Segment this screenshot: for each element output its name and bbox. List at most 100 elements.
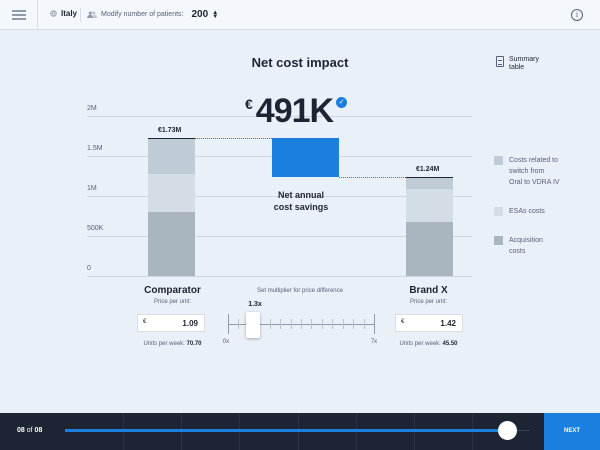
net-savings-value: € 491K ✓ xyxy=(245,92,348,131)
bottom-navigation-bar: 08 of 08 xyxy=(0,413,600,450)
legend-text: ESAs costs xyxy=(509,206,545,217)
legend-line: Costs related to xyxy=(509,157,559,164)
units-value: 45.50 xyxy=(442,341,458,347)
multiplier-label: Set multiplier for price difference xyxy=(257,288,343,294)
legend-item-acquisition-costs: Acquisition costs xyxy=(494,235,543,257)
top-bar: Italy Modify number of patients: 200 ▲ ▼ … xyxy=(0,0,600,30)
bar-top-line xyxy=(148,137,195,140)
info-icon[interactable]: i xyxy=(571,9,583,21)
menu-line xyxy=(12,10,26,12)
page-of: of xyxy=(26,427,33,434)
brandx-units: Units per week: 45.50 xyxy=(381,341,476,347)
bar-segment xyxy=(148,174,195,212)
units-value: 70.70 xyxy=(186,341,202,347)
page-indicator: 08 of 08 xyxy=(17,427,42,434)
legend-text: Acquisition costs xyxy=(509,235,543,257)
savings-bar xyxy=(272,137,339,177)
patients-modifier[interactable]: Modify number of patients: 200 ▲ ▼ xyxy=(87,9,218,20)
bar-segment xyxy=(406,176,453,189)
savings-amount: 491K xyxy=(255,92,334,130)
page-total: 08 xyxy=(34,427,43,434)
summary-table-label: Summary table xyxy=(509,56,539,72)
bar-segment xyxy=(148,137,195,175)
legend-item-esas-costs: ESAs costs xyxy=(494,206,545,217)
legend-text: Costs related to switch from Oral to VDRA … xyxy=(509,155,560,188)
units-label: Units per week: xyxy=(143,341,185,347)
gridline xyxy=(87,196,472,197)
brandx-price-value: 1.42 xyxy=(440,319,456,328)
brandx-price-label: Price per unit: xyxy=(409,299,448,305)
patients-value[interactable]: 200 xyxy=(191,9,209,20)
hamburger-menu-button[interactable] xyxy=(0,0,38,30)
menu-line xyxy=(12,18,26,20)
summary-label-line2: table xyxy=(509,64,525,71)
bar-segment xyxy=(406,222,453,276)
y-tick-label: 0 xyxy=(87,265,91,272)
bar-total-label: €1.73M xyxy=(158,126,182,134)
country-name: Italy xyxy=(61,9,78,18)
slider-tick xyxy=(353,319,355,329)
legend-line: costs xyxy=(509,248,526,255)
summary-table-button[interactable]: Summary table xyxy=(496,56,539,72)
slider-tick xyxy=(269,319,271,329)
legend-line: Oral to VDRA IV xyxy=(509,179,560,186)
savings-label-line2: cost savings xyxy=(273,202,329,212)
bar-top-line xyxy=(406,176,453,179)
document-icon xyxy=(496,56,504,67)
savings-label: Net annual cost savings xyxy=(256,189,346,213)
connector-line xyxy=(195,137,272,139)
progress-knob[interactable] xyxy=(498,421,517,440)
comparator-units: Units per week: 70.70 xyxy=(125,341,220,347)
gridline xyxy=(87,116,472,117)
currency-symbol: € xyxy=(143,319,147,325)
currency-symbol: € xyxy=(245,96,253,112)
comparator-price-input[interactable]: € 1.09 xyxy=(137,314,205,332)
country-selector[interactable]: Italy xyxy=(50,9,77,18)
page-current: 08 xyxy=(17,427,25,434)
slider-tick xyxy=(301,319,302,329)
legend-swatch xyxy=(494,207,503,216)
legend-line: ESAs costs xyxy=(509,208,545,215)
legend-line: switch from xyxy=(509,168,545,175)
legend-item-switch-costs: Costs related to switch from Oral to VDRA … xyxy=(494,155,560,188)
slider-tick xyxy=(290,319,292,329)
bar-segment xyxy=(406,188,453,223)
slider-tick xyxy=(332,319,334,329)
bar-segment xyxy=(148,212,195,276)
page-title: Net cost impact xyxy=(251,55,349,70)
slider-tick xyxy=(228,314,229,334)
menu-line xyxy=(12,14,26,16)
up-down-arrows-icon[interactable]: ▲ ▼ xyxy=(212,9,219,20)
slider-tick xyxy=(342,319,344,329)
y-tick-label: 1.5M xyxy=(87,145,103,152)
multiplier-min: 0x xyxy=(222,339,230,345)
legend-swatch xyxy=(494,156,503,165)
slider-tick xyxy=(238,319,240,329)
currency-symbol: € xyxy=(401,319,405,325)
slider-tick xyxy=(321,319,323,329)
multiplier-max: 7x xyxy=(370,339,378,345)
gridline xyxy=(87,236,472,237)
slider-tick xyxy=(311,319,313,329)
bar-total-label: €1.24M xyxy=(416,165,440,173)
progress-fill xyxy=(65,429,507,432)
units-label: Units per week: xyxy=(399,341,441,347)
slider-tick xyxy=(280,319,282,329)
gridline xyxy=(87,276,472,277)
comparator-price-label: Price per unit: xyxy=(153,299,192,305)
legend-line: Acquisition xyxy=(509,237,543,244)
summary-label-line1: Summary xyxy=(509,56,539,63)
people-icon xyxy=(87,11,97,18)
brandx-name: Brand X xyxy=(409,285,448,296)
y-tick-label: 500K xyxy=(87,225,104,232)
brandx-price-input[interactable]: € 1.42 xyxy=(395,314,463,332)
multiplier-slider-handle[interactable] xyxy=(246,312,260,338)
savings-label-line1: Net annual xyxy=(277,190,324,200)
legend-swatch xyxy=(494,236,503,245)
next-button[interactable]: NEXT xyxy=(544,413,600,450)
connector-line xyxy=(339,176,406,178)
y-tick-label: 2M xyxy=(87,105,97,112)
multiplier-value: 1.3x xyxy=(248,301,262,308)
patients-label: Modify number of patients: xyxy=(101,11,184,18)
globe-icon xyxy=(50,10,57,17)
